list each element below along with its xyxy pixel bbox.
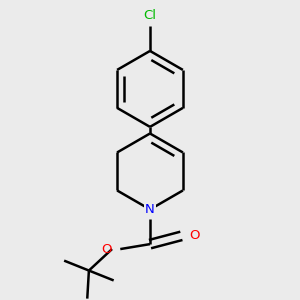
Text: O: O — [190, 230, 200, 242]
Text: N: N — [145, 203, 155, 216]
Text: O: O — [101, 243, 112, 256]
Text: Cl: Cl — [143, 9, 157, 22]
